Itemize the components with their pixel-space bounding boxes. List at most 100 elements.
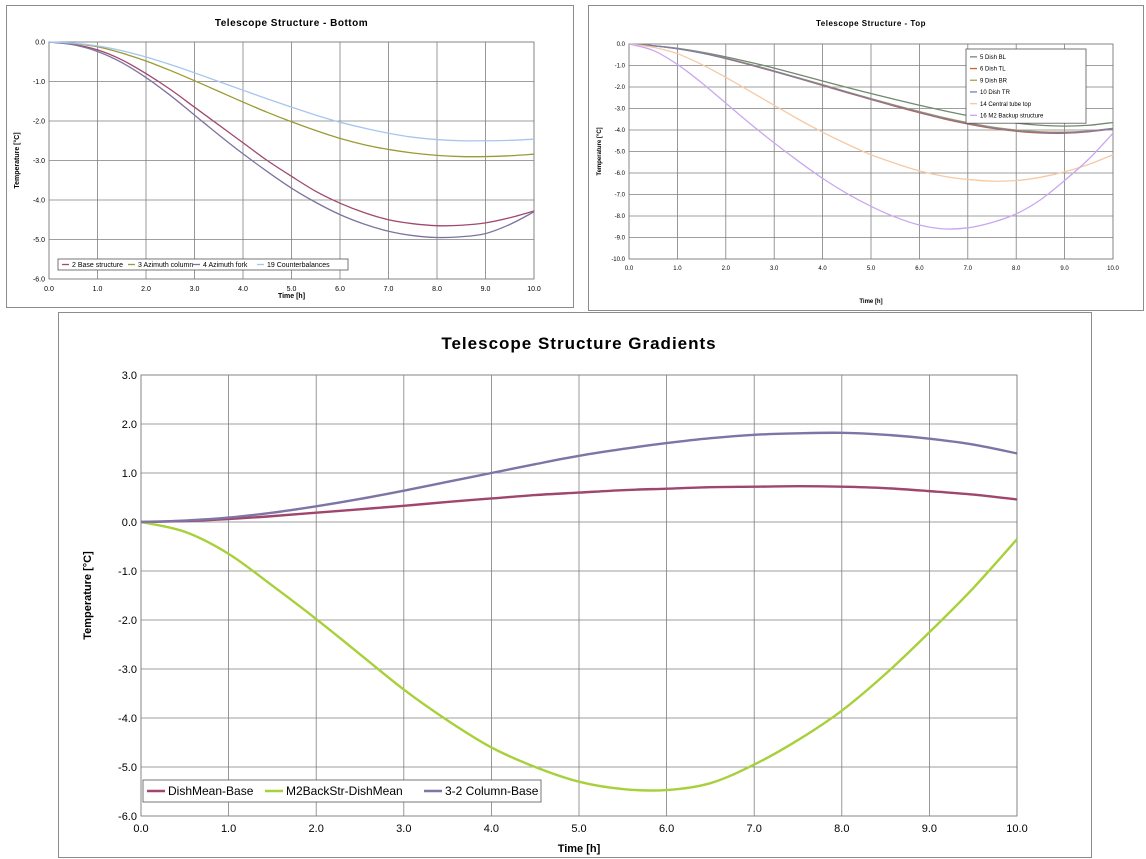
y-tick-label: -10.0 bbox=[611, 257, 625, 263]
x-tick-label: 4.0 bbox=[238, 286, 248, 293]
y-tick-label: -3.0 bbox=[118, 664, 137, 676]
series-line-5-dish-bl bbox=[628, 43, 1114, 127]
legend-label: 6 Dish TL bbox=[980, 67, 1006, 73]
y-tick-label: -9.0 bbox=[615, 236, 626, 242]
legend-box bbox=[57, 258, 349, 271]
chart-bottom-panel: Telescope Structure - Bottom 0.0 1.0 2.0 3.0… bbox=[6, 5, 574, 308]
x-tick-label: 7.0 bbox=[747, 823, 762, 835]
y-axis-label: Temperature [°C] bbox=[82, 551, 94, 640]
legend-label: DishMean-Base bbox=[168, 784, 254, 798]
x-tick-label: 10.0 bbox=[527, 286, 541, 293]
plot-area-border bbox=[628, 43, 1114, 260]
x-tick-label: 1.0 bbox=[221, 823, 236, 835]
x-tick-label: 2.0 bbox=[722, 266, 731, 272]
y-tick-label: -8.0 bbox=[615, 214, 626, 220]
y-tick-label: -3.0 bbox=[615, 107, 626, 113]
y-tick-label: 0.0 bbox=[122, 517, 137, 529]
y-tick-label: -1.0 bbox=[615, 64, 626, 70]
chart-top-svg: Telescope Structure - Top 0.0 1.0 2.0 3.0 4.0… bbox=[597, 19, 1119, 305]
legend-box bbox=[142, 779, 542, 803]
legend-label: 9 Dish BR bbox=[980, 78, 1008, 84]
series-line-19-counterbalances bbox=[48, 41, 535, 142]
y-axis-label: Temperature [°C] bbox=[13, 132, 21, 188]
x-axis-label: Time [h] bbox=[859, 299, 882, 305]
series-line-4-azimuth-fork bbox=[48, 41, 535, 239]
y-tick-label: 3.0 bbox=[122, 370, 137, 382]
legend-label: 16 M2 Backup structure bbox=[980, 113, 1044, 119]
legend-label: 3-2 Column-Base bbox=[445, 784, 539, 798]
y-axis-label: Temperature [°C] bbox=[597, 127, 603, 175]
x-tick-label: 3.0 bbox=[190, 286, 200, 293]
legend: 2 Base structure 3 Azimuth column 4 Azimut… bbox=[57, 258, 349, 271]
legend-label: 5 Dish BL bbox=[980, 55, 1007, 61]
chart-bottom-svg: Telescope Structure - Bottom 0.0 1.0 2.0 3.0… bbox=[13, 18, 541, 300]
y-tick-label: -1.0 bbox=[118, 566, 137, 578]
series-line-2-base-structure bbox=[48, 41, 535, 227]
x-tick-label: 10.0 bbox=[1006, 823, 1027, 835]
legend-label: M2BackStr-DishMean bbox=[286, 784, 403, 798]
x-tick-label: 6.0 bbox=[335, 286, 345, 293]
legend-label: 19 Counterbalances bbox=[267, 262, 330, 269]
y-tick-label: -1.0 bbox=[33, 79, 45, 86]
x-tick-label: 0.0 bbox=[133, 823, 148, 835]
chart-gradients-panel: Telescope Structure Gradients 0.0 1.0 2.0 3.… bbox=[58, 312, 1092, 858]
x-tick-label: 4.0 bbox=[818, 266, 827, 272]
y-tick-label: -5.0 bbox=[33, 237, 45, 244]
chart-title: Telescope Structure Gradients bbox=[441, 334, 716, 353]
y-tick-label: -2.0 bbox=[615, 85, 626, 91]
legend-label: 2 Base structure bbox=[72, 262, 123, 269]
x-axis-label: Time [h] bbox=[278, 293, 305, 300]
x-tick-label: 6.0 bbox=[659, 823, 674, 835]
x-tick-label: 8.0 bbox=[432, 286, 442, 293]
x-tick-label: 1.0 bbox=[93, 286, 103, 293]
y-tick-label: -7.0 bbox=[615, 193, 626, 199]
chart-top-panel: Telescope Structure - Top 0.0 1.0 2.0 3.0 4.0… bbox=[588, 5, 1144, 311]
plot-area-border bbox=[48, 41, 535, 280]
y-tick-label: -6.0 bbox=[118, 811, 137, 823]
x-tick-label: 4.0 bbox=[484, 823, 499, 835]
x-tick-label: 10.0 bbox=[1107, 266, 1119, 272]
legend-label: 10 Dish TR bbox=[980, 90, 1011, 96]
x-tick-label: 5.0 bbox=[287, 286, 297, 293]
legend: DishMean-Base M2BackStr-DishMean 3-2 Colum… bbox=[142, 779, 542, 803]
series-line-14-central-tube-top bbox=[628, 43, 1114, 182]
y-tick-label: 1.0 bbox=[122, 468, 137, 480]
x-tick-label: 8.0 bbox=[834, 823, 849, 835]
x-tick-label: 9.0 bbox=[1060, 266, 1069, 272]
series-line-10-dish-tr bbox=[628, 43, 1114, 134]
series-line-dishmean-base bbox=[140, 485, 1018, 524]
chart-title: Telescope Structure - Bottom bbox=[215, 18, 368, 29]
x-tick-label: 5.0 bbox=[867, 266, 876, 272]
y-tick-label: 0.0 bbox=[35, 39, 45, 46]
x-tick-label: 1.0 bbox=[673, 266, 682, 272]
x-tick-label: 3.0 bbox=[396, 823, 411, 835]
x-tick-label: 2.0 bbox=[141, 286, 151, 293]
x-tick-label: 9.0 bbox=[481, 286, 491, 293]
series-line-3-2-column-base bbox=[140, 431, 1018, 524]
x-axis-label: Time [h] bbox=[558, 843, 601, 855]
grid-lines bbox=[140, 374, 1018, 817]
y-tick-label: 2.0 bbox=[122, 419, 137, 431]
legend: 5 Dish BL 6 Dish TL 9 Dish BR 10 Dish TR 14 … bbox=[965, 48, 1087, 124]
grid-lines bbox=[48, 41, 535, 280]
legend-label: 4 Azimuth fork bbox=[203, 262, 248, 269]
legend-label: 3 Azimuth column bbox=[138, 262, 193, 269]
chart-title: Telescope Structure - Top bbox=[816, 19, 926, 28]
y-tick-label: -6.0 bbox=[615, 171, 626, 177]
x-tick-label: 8.0 bbox=[1012, 266, 1021, 272]
series-line-3-azimuth-column bbox=[48, 41, 535, 158]
x-tick-label: 7.0 bbox=[964, 266, 973, 272]
x-tick-label: 3.0 bbox=[770, 266, 779, 272]
y-tick-label: -2.0 bbox=[118, 615, 137, 627]
chart-gradients-svg: Telescope Structure Gradients 0.0 1.0 2.0 3.… bbox=[82, 334, 1028, 855]
x-tick-label: 9.0 bbox=[922, 823, 937, 835]
y-tick-label: -4.0 bbox=[118, 713, 137, 725]
x-tick-label: 2.0 bbox=[309, 823, 324, 835]
legend-box bbox=[965, 48, 1087, 124]
x-tick-label: 5.0 bbox=[571, 823, 586, 835]
y-tick-label: -3.0 bbox=[33, 158, 45, 165]
y-tick-label: -4.0 bbox=[615, 128, 626, 134]
x-tick-label: 0.0 bbox=[44, 286, 54, 293]
y-tick-label: -5.0 bbox=[118, 762, 137, 774]
legend-label: 14 Central tube top bbox=[980, 102, 1032, 108]
